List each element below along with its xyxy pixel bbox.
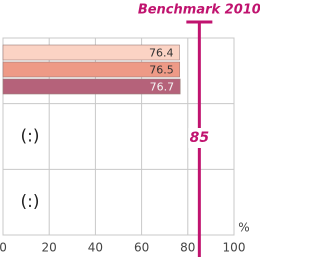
benchmark-label: Benchmark 2010 bbox=[138, 3, 260, 18]
x-tick-label: 20 bbox=[42, 241, 57, 255]
benchmark-value: 85 bbox=[190, 130, 210, 146]
x-axis-unit: % bbox=[238, 221, 249, 235]
bar bbox=[2, 78, 181, 95]
benchmark-value-bg bbox=[188, 128, 211, 148]
value-label: 76.4 bbox=[149, 47, 174, 60]
x-tick-label: 100 bbox=[223, 241, 246, 255]
bar bbox=[2, 44, 180, 61]
missing-note: (:) bbox=[21, 127, 40, 147]
x-tick-label: 80 bbox=[180, 241, 195, 255]
bar bbox=[2, 61, 181, 78]
x-tick-label: 0 bbox=[0, 241, 7, 255]
x-tick-label: 40 bbox=[88, 241, 103, 255]
value-label: 76.5 bbox=[149, 64, 174, 77]
x-tick-label: 60 bbox=[134, 241, 149, 255]
chart: % 0 20 40 60 80 100 76.4 76.5 76.7 (:) (:) Benchmar… bbox=[0, 3, 260, 257]
missing-note: (:) bbox=[21, 192, 40, 212]
value-label: 76.7 bbox=[150, 81, 175, 94]
